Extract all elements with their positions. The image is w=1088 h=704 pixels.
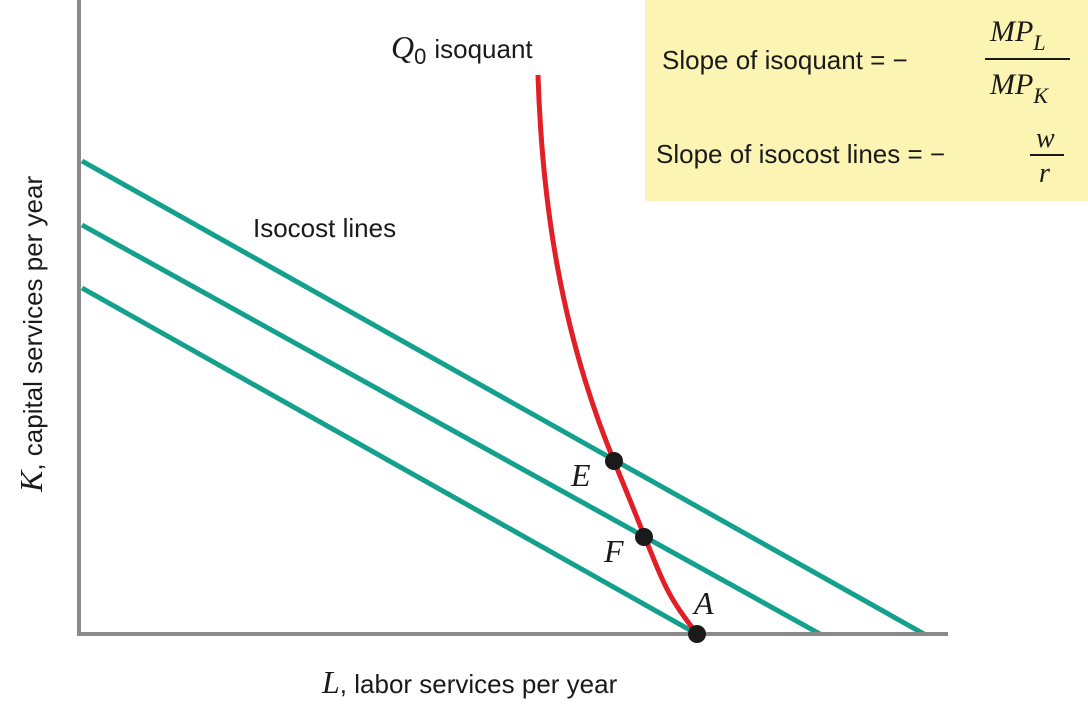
isoquant-label-word: isoquant (434, 34, 533, 64)
mp-l-numerator: MPL (989, 15, 1046, 55)
x-axis-title: L, labor services per year (321, 664, 618, 700)
isocost-lines (80, 158, 926, 637)
x-axis-title-text: , labor services per year (340, 669, 618, 699)
r-denominator: r (1039, 158, 1050, 189)
y-axis-variable: K (13, 469, 49, 493)
axes (77, 0, 948, 636)
isocost-slope-text: Slope of isocost lines = − (656, 139, 945, 169)
mp-l-subscript: L (1032, 30, 1045, 55)
y-axis-title: K, capital services per year (13, 176, 49, 493)
formula-box: Slope of isoquant = − MPL MPK Slope of i… (645, 0, 1088, 201)
isocost-line-high (80, 158, 926, 637)
point-a (688, 625, 706, 643)
y-axis-title-text: , capital services per year (18, 176, 48, 471)
isoquant-curve (535, 74, 699, 636)
formula-box-background (645, 0, 1088, 201)
w-numerator: w (1036, 123, 1055, 154)
mp-k-denominator: MPK (989, 68, 1049, 108)
point-a-label: A (692, 585, 714, 621)
point-f (635, 528, 653, 546)
mp-k-subscript: K (1032, 83, 1049, 108)
point-e-label: E (570, 457, 591, 493)
isoquant-slope-text: Slope of isoquant = − (662, 45, 908, 75)
isoquant-label: Q0 isoquant (391, 29, 533, 69)
point-f-label: F (603, 533, 624, 569)
isoquant-label-q: Q (391, 29, 414, 65)
isoquant-label-subscript: 0 (414, 44, 426, 69)
points (605, 452, 706, 643)
isocost-line-middle (80, 222, 822, 637)
mp-l-mp: MP (989, 15, 1033, 48)
mp-k-mp: MP (989, 68, 1033, 101)
isocost-line-low (80, 285, 699, 637)
x-axis-variable: L (321, 664, 340, 700)
point-e (605, 452, 623, 470)
isocost-lines-label: Isocost lines (253, 213, 396, 243)
